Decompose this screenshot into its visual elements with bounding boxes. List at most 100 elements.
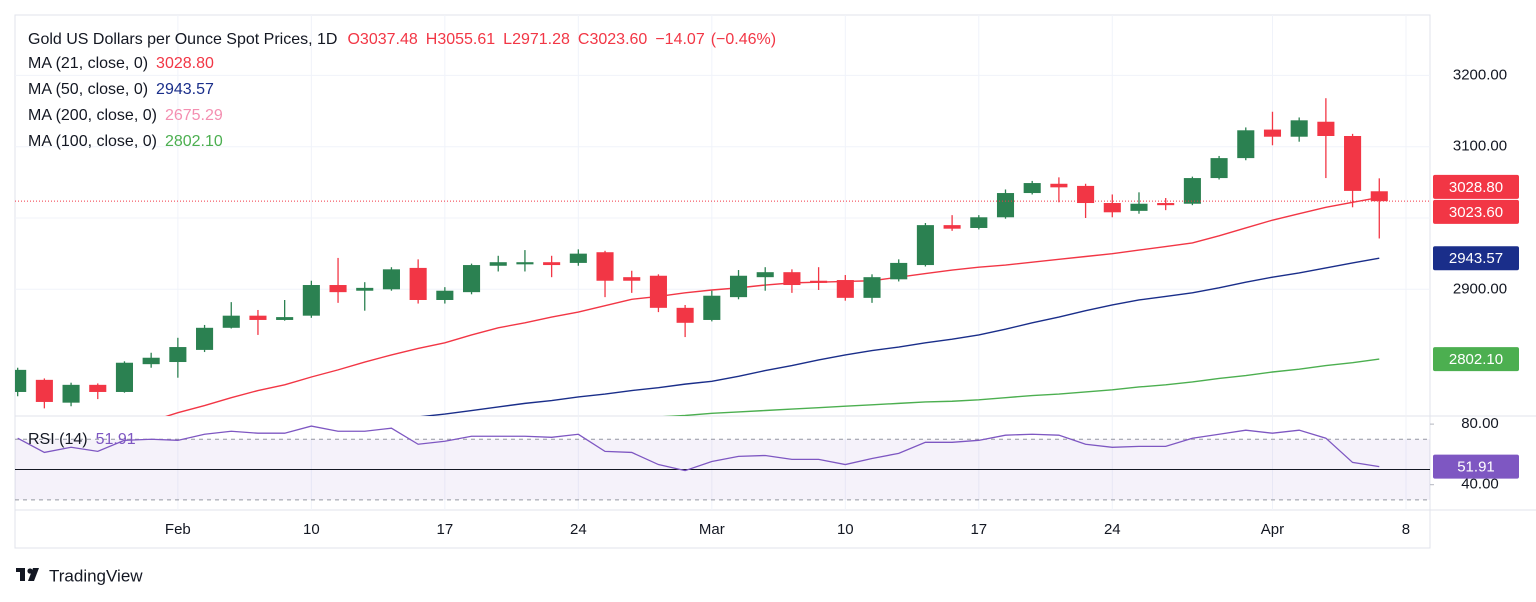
candle-body: [649, 275, 667, 308]
candle-body: [409, 267, 427, 300]
candle-body: [1370, 191, 1388, 202]
candle-body: [836, 280, 854, 298]
candle-body: [15, 369, 27, 392]
rsi-tick-label: 80.00: [1461, 415, 1499, 432]
candle-body: [543, 262, 561, 266]
x-tick-label: 24: [1104, 521, 1121, 538]
candle-body: [89, 384, 107, 392]
price-tag-label: 2943.57: [1449, 250, 1503, 267]
ohlc-value: 2971.28: [512, 31, 570, 48]
candle-body: [943, 225, 961, 229]
logo-part: [20, 568, 25, 581]
y-tick-label: 3100.00: [1453, 138, 1507, 155]
price-tag-label: 51.91: [1457, 459, 1495, 476]
candle-body: [169, 347, 187, 363]
candle-body: [436, 290, 454, 300]
candle-body: [276, 317, 294, 320]
candle-body: [35, 379, 53, 402]
rsi-pane: [15, 425, 1430, 501]
candle-body: [1210, 158, 1228, 179]
rsi-line: [17, 425, 1380, 472]
price-tag-label: 3023.60: [1449, 204, 1503, 221]
candle-body: [996, 193, 1015, 218]
candle-body: [249, 315, 267, 320]
moving-average-line: [165, 196, 1380, 416]
candle-body: [756, 272, 774, 278]
candle-body: [1183, 178, 1201, 204]
brand-name: TradingView: [49, 566, 143, 585]
legend-name: MA (21, close, 0): [28, 55, 148, 72]
candle-body: [302, 285, 320, 316]
candle-body: [729, 275, 748, 298]
candle-body: [1103, 203, 1121, 213]
candle-body: [596, 252, 614, 281]
candle-body: [1317, 121, 1335, 136]
x-tick-label: 24: [570, 521, 587, 538]
candle-body: [1130, 203, 1148, 211]
legend-name: RSI (14): [28, 431, 88, 448]
candle-body: [890, 262, 908, 280]
candle-body: [62, 384, 80, 403]
legend-value: 3028.80: [156, 55, 214, 72]
price-tag: [1433, 174, 1519, 199]
main-pane: [15, 98, 1430, 416]
candle-body: [916, 225, 934, 266]
chart-header: Gold US Dollars per Ounce Spot Prices, 1…: [28, 31, 776, 48]
x-tick-label: 17: [436, 521, 453, 538]
candle-body: [1344, 135, 1362, 191]
candle-body: [1290, 120, 1308, 137]
x-tick-label: 17: [970, 521, 987, 538]
candle-body: [516, 262, 534, 265]
y-tick-label: 3200.00: [1453, 66, 1507, 83]
candle-body: [623, 277, 641, 281]
x-tick-label: 8: [1402, 521, 1410, 538]
ohlc-prefix: O: [347, 31, 359, 48]
legend-value: 2943.57: [156, 81, 214, 98]
price-tag-label: 3028.80: [1449, 179, 1503, 196]
rsi-tick-label: 40.00: [1461, 476, 1499, 493]
grid: [15, 15, 1430, 510]
change-percent: (−0.46%): [711, 31, 776, 48]
ohlc-prefix: L: [503, 31, 512, 48]
candle-body: [222, 315, 240, 328]
candle-body: [1237, 130, 1255, 159]
x-tick-label: Apr: [1261, 521, 1284, 538]
candle-body: [810, 280, 828, 283]
candle-body: [970, 217, 988, 228]
legend-name: MA (50, close, 0): [28, 81, 148, 98]
price-tag-label: 2802.10: [1449, 351, 1503, 368]
x-tick-label: Mar: [699, 521, 725, 538]
y-tick-label: 2900.00: [1453, 280, 1507, 297]
brand-logo: [16, 568, 39, 581]
ohlc-value: 3037.48: [360, 31, 418, 48]
logo-part: [28, 568, 39, 581]
price-tag: [1433, 347, 1519, 372]
legend-entry: MA (50, close, 0) 2943.57: [28, 81, 214, 98]
legend-entry: MA (21, close, 0) 3028.80: [28, 55, 214, 72]
legend-value: 2675.29: [165, 107, 223, 124]
candle-body: [382, 269, 400, 290]
x-tick-label: Feb: [165, 521, 191, 538]
candle-body: [196, 327, 214, 350]
legend-value: 2802.10: [165, 133, 223, 150]
candle-body: [1157, 203, 1175, 206]
candle-body: [703, 295, 721, 320]
candle-body: [783, 272, 801, 286]
price-tag: [1433, 454, 1519, 479]
logo-part: [27, 568, 33, 574]
candle-body: [1077, 185, 1095, 204]
price-tag: [1433, 246, 1519, 271]
candle-body: [863, 277, 881, 298]
candle-body: [329, 285, 347, 293]
x-tick-label: 10: [303, 521, 320, 538]
candle-body: [356, 287, 374, 291]
legend-name: MA (200, close, 0): [28, 107, 157, 124]
price-tag: [1433, 199, 1519, 224]
candle-body: [1023, 183, 1041, 194]
candle-body: [142, 357, 160, 365]
candle-body: [462, 265, 481, 293]
candle-body: [1050, 183, 1068, 188]
ohlc-value: 3055.61: [437, 31, 495, 48]
